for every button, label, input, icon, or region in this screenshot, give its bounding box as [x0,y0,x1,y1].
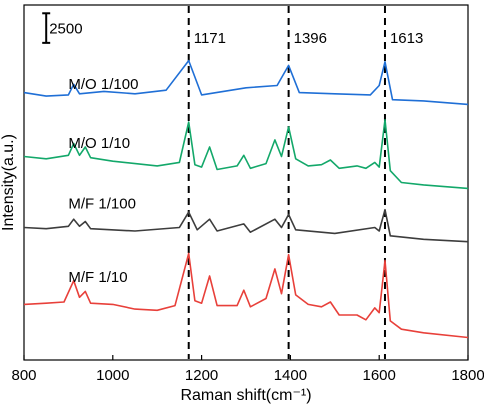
x-tick-label: 1600 [363,367,396,384]
x-axis-ticks: 800 1000 1200 1400 1600 1800 [11,355,484,384]
x-tick-label: 800 [11,367,36,384]
series-line [23,208,469,243]
series-line [23,252,469,339]
reference-line-label: 1171 [194,30,226,47]
series-label: M/F 1/100 [68,196,136,213]
series-layer [23,59,469,339]
y-axis-label: Intensity(a.u.) [0,134,17,231]
x-tick-label: 1400 [274,367,307,384]
reference-lines: 1171 1396 1613 [187,6,423,359]
series-label: M/F 1/10 [68,269,127,286]
reference-line-label: 1396 [294,30,327,47]
series-label: M/O 1/100 [68,76,138,93]
x-tick-label: 1800 [451,367,484,384]
series-labels: M/O 1/100 M/O 1/10 M/F 1/100 M/F 1/10 [68,76,138,286]
x-tick-label: 1200 [185,367,218,384]
plot-border [23,4,469,361]
series-label: M/O 1/10 [68,135,130,152]
scale-bar: 2500 [42,12,83,44]
plot-frame [23,4,469,361]
series-line [23,59,469,106]
x-axis-label: Raman shift(cm⁻¹) [180,387,311,404]
x-tick-label: 1000 [96,367,129,384]
series-line [23,119,469,190]
reference-line-label: 1613 [390,30,423,47]
scale-bar-label: 2500 [49,20,82,37]
